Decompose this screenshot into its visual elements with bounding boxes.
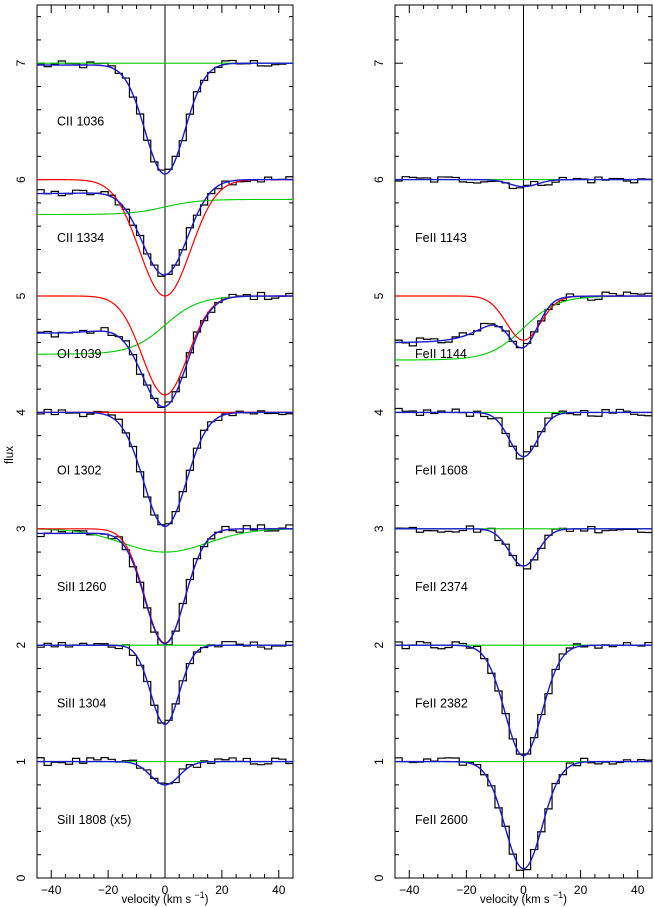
x-tick-label: −40 [399, 883, 420, 897]
spectrum-panel: OI 1039 [36, 291, 294, 408]
total-fit [36, 295, 293, 408]
total-fit [394, 295, 652, 349]
y-tick-label: 7 [372, 60, 386, 67]
y-tick-label: 4 [14, 409, 28, 416]
x-tick-label: 0 [162, 883, 169, 897]
x-tick-label: 40 [272, 883, 286, 897]
right-plot: −40 −20 0 20 40 0 1 2 3 4 5 6 7 velocity (km s −1) FeI… [372, 4, 653, 906]
y-tick-label: 6 [372, 176, 386, 183]
x-axis-label: velocity (km s −1) [480, 890, 567, 906]
y-tick-label: 5 [372, 292, 386, 299]
spectrum-panel: SiII 1304 [37, 641, 293, 726]
x-tick-label: −20 [98, 883, 119, 897]
ion-label: SiII 1808 (x5) [57, 813, 131, 827]
y-tick-label: 0 [372, 874, 386, 881]
x-tick-label: −20 [456, 883, 477, 897]
spectrum-panel: CII 1036 [36, 59, 293, 175]
total-fit [37, 644, 293, 726]
y-tick-label: 7 [14, 60, 28, 67]
ion-label: CII 1036 [57, 114, 104, 128]
y-tick-label: 3 [14, 525, 28, 532]
y-tick-label: 1 [372, 758, 386, 765]
spectrum-data [37, 757, 293, 785]
spectrum-data [395, 757, 652, 871]
x-tick-label: 20 [574, 883, 588, 897]
ion-label: FeII 1144 [415, 347, 467, 361]
x-axis-label: velocity (km s −1) [122, 890, 209, 906]
component-green [36, 528, 294, 553]
y-tick-label: 4 [372, 409, 386, 416]
ion-label: SiII 1260 [57, 580, 106, 594]
spectrum-panel: FeII 1144 [394, 291, 653, 361]
ion-label: FeII 2382 [415, 696, 468, 710]
left-plot: −40 −20 0 20 40 0 1 2 3 4 5 6 7 velocity (km s −1) flu… [4, 4, 294, 906]
spectrum-panel: FeII 2374 [395, 525, 652, 594]
component-green [36, 198, 294, 216]
x-tick-label: 40 [631, 883, 645, 897]
spectrum-panel: FeII 1143 [395, 176, 652, 245]
y-tick-label: 2 [372, 642, 386, 649]
spectrum-panel: FeII 1608 [395, 407, 652, 478]
total-fit [37, 411, 293, 528]
total-fit [395, 528, 652, 567]
ion-label: SiII 1304 [57, 696, 106, 710]
total-fit [395, 411, 652, 458]
ion-label: FeII 2374 [415, 580, 468, 594]
spectrum-panel: OI 1302 [37, 408, 293, 528]
ion-label: OI 1039 [57, 347, 102, 361]
y-axis-label: flux [4, 446, 16, 464]
y-tick-label: 0 [14, 874, 28, 881]
total-fit [36, 528, 294, 645]
total-fit [36, 62, 293, 175]
y-tick-label: 2 [14, 642, 28, 649]
ion-label: FeII 2600 [415, 813, 468, 827]
y-tick-label: 6 [14, 176, 28, 183]
x-tick-label: 0 [520, 883, 527, 897]
ion-label: OI 1302 [57, 464, 102, 478]
spectrum-panel: SiII 1808 (x5) [37, 757, 293, 827]
total-fit [395, 644, 652, 757]
x-tick-label: −40 [41, 883, 62, 897]
spectrum-data [395, 407, 652, 460]
spectrum-data [395, 291, 652, 349]
y-tick-label: 1 [14, 758, 28, 765]
x-tick-label: 20 [215, 883, 229, 897]
total-fit [36, 178, 294, 276]
spectrum-panel: FeII 2382 [395, 641, 652, 757]
spectrum-panel: FeII 2600 [395, 757, 652, 871]
ion-label: FeII 1143 [415, 231, 467, 245]
total-fit [37, 760, 293, 786]
y-tick-label: 3 [372, 525, 386, 532]
ion-label: CII 1334 [57, 231, 104, 245]
total-fit [395, 178, 652, 188]
ion-label: FeII 1608 [415, 464, 468, 478]
y-tick-label: 5 [14, 292, 28, 299]
spectrum-data [395, 525, 652, 570]
total-fit [395, 760, 652, 870]
spectrum-panel: CII 1334 [36, 176, 294, 297]
